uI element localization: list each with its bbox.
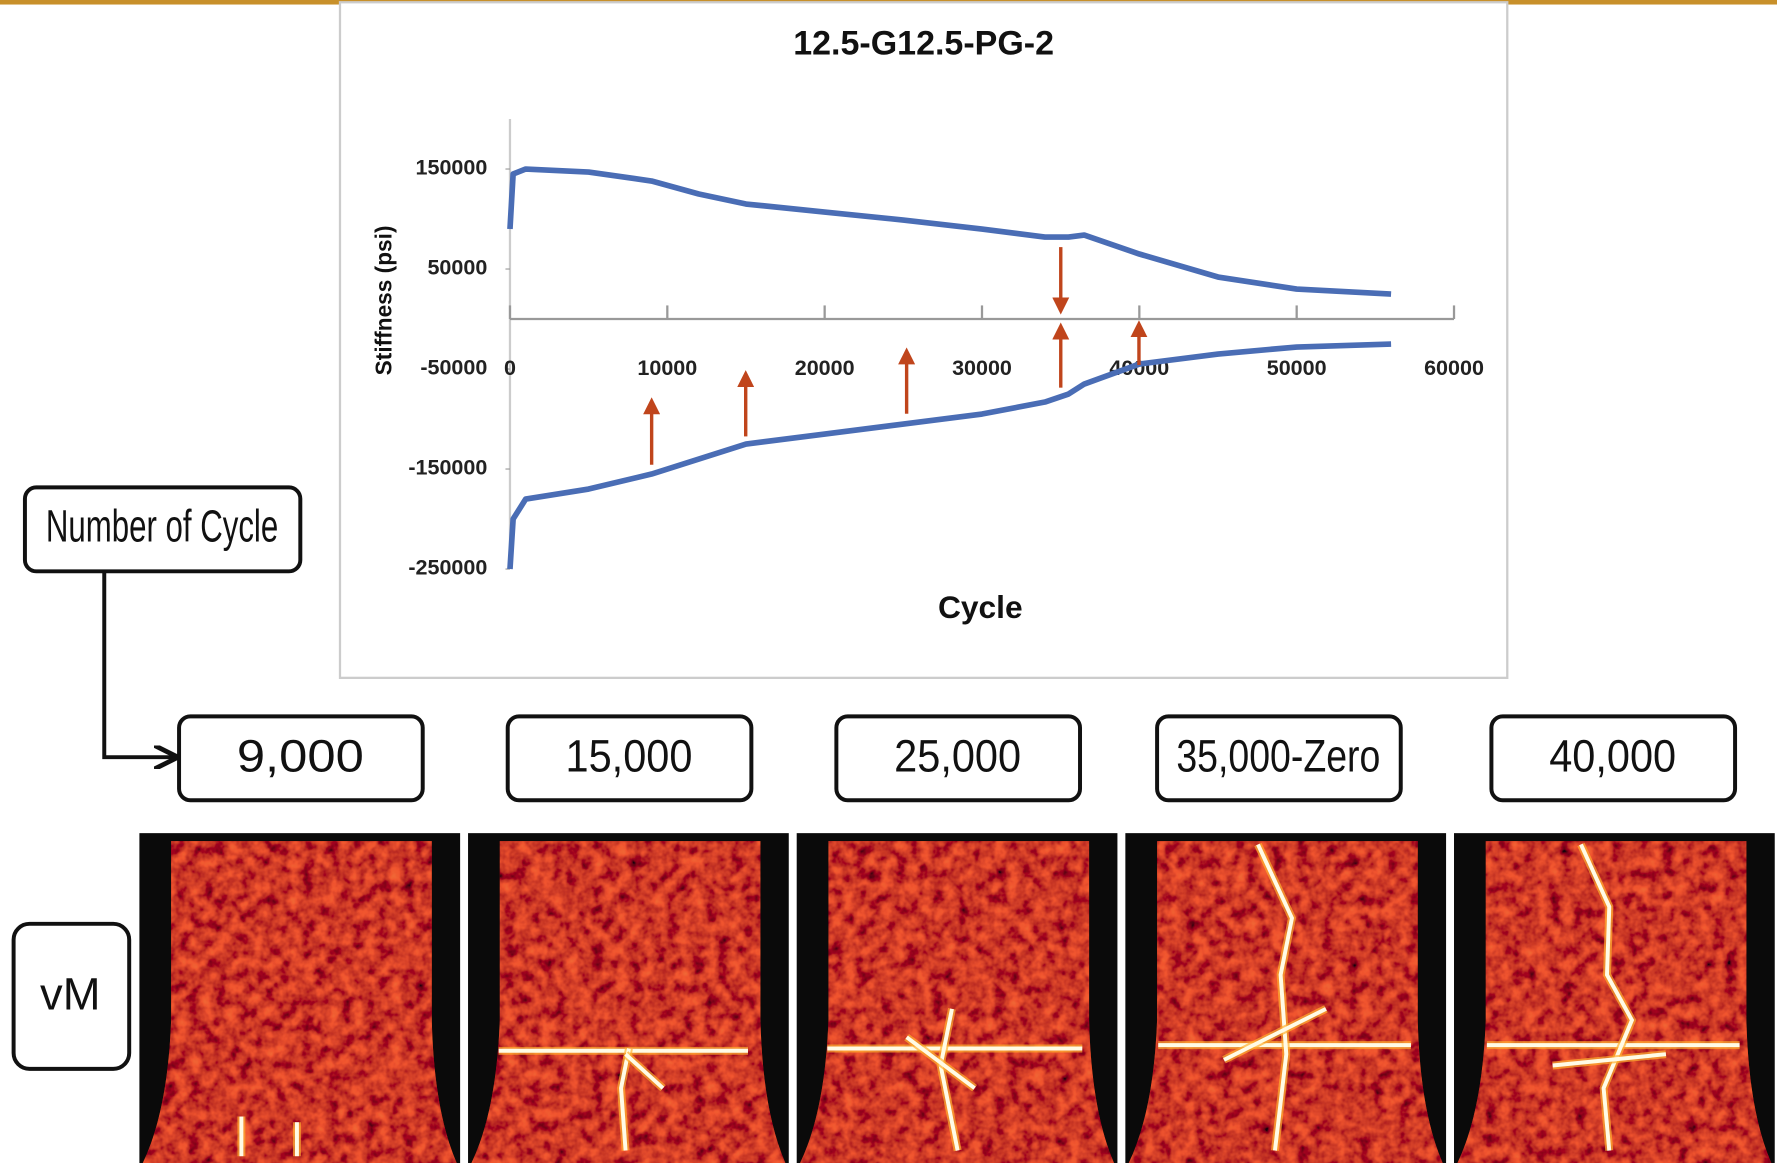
row-box-label: vM bbox=[40, 968, 100, 1019]
panel: 35,000-Zero bbox=[1125, 716, 1446, 1163]
specimen-texture bbox=[143, 841, 457, 1163]
y-tick-label: 150000 bbox=[416, 156, 488, 180]
x-tick-label: 20000 bbox=[795, 356, 855, 380]
cycle-label-box: 25,000 bbox=[836, 716, 1080, 800]
panel: 9,000 bbox=[139, 716, 460, 1163]
y-tick-label: -250000 bbox=[408, 556, 487, 580]
cycle-label: 9,000 bbox=[237, 730, 364, 781]
specimen-texture bbox=[800, 841, 1114, 1163]
cycle-label-box: 40,000 bbox=[1491, 716, 1735, 800]
cycle-box-label: Number of Cycle bbox=[46, 500, 278, 551]
panel: 40,000 bbox=[1454, 716, 1775, 1163]
x-tick-label: 50000 bbox=[1267, 356, 1327, 380]
cycle-box: Number of Cycle bbox=[25, 487, 300, 571]
y-tick-label: 50000 bbox=[427, 256, 487, 280]
x-tick-label: 60000 bbox=[1424, 356, 1484, 380]
chart-title: 12.5-G12.5-PG-2 bbox=[793, 24, 1054, 62]
cycle-label: 35,000-Zero bbox=[1176, 730, 1380, 781]
specimen-texture bbox=[471, 841, 785, 1163]
x-axis-title: Cycle bbox=[938, 589, 1023, 625]
x-tick-label: 0 bbox=[504, 356, 516, 380]
x-tick-label: 30000 bbox=[952, 356, 1012, 380]
cycle-label: 15,000 bbox=[566, 730, 693, 781]
y-axis-title: Stiffness (psi) bbox=[370, 225, 396, 375]
cycle-label-box: 15,000 bbox=[508, 716, 752, 800]
page: 12.5-G12.5-PG-2 Cycle Stiffness (psi) 15… bbox=[0, 0, 1777, 1163]
specimen-texture bbox=[1457, 841, 1771, 1163]
cycle-label-box: 9,000 bbox=[179, 716, 423, 800]
row-box: vM bbox=[14, 924, 130, 1069]
panel: 25,000 bbox=[797, 716, 1118, 1163]
panel: 15,000 bbox=[468, 716, 789, 1163]
panels: 9,000 15,000 25,000 35,000-Zero 40,000 bbox=[139, 716, 1774, 1163]
y-tick-label: -50000 bbox=[420, 356, 487, 380]
cycle-label-box: 35,000-Zero bbox=[1157, 716, 1401, 800]
chart-frame bbox=[340, 2, 1507, 678]
y-tick-label: -150000 bbox=[408, 456, 487, 480]
figure: 12.5-G12.5-PG-2 Cycle Stiffness (psi) 15… bbox=[0, 0, 1777, 1163]
cycle-label: 25,000 bbox=[894, 730, 1021, 781]
x-tick-label: 10000 bbox=[637, 356, 697, 380]
cycle-label: 40,000 bbox=[1549, 730, 1676, 781]
connector bbox=[104, 571, 175, 757]
